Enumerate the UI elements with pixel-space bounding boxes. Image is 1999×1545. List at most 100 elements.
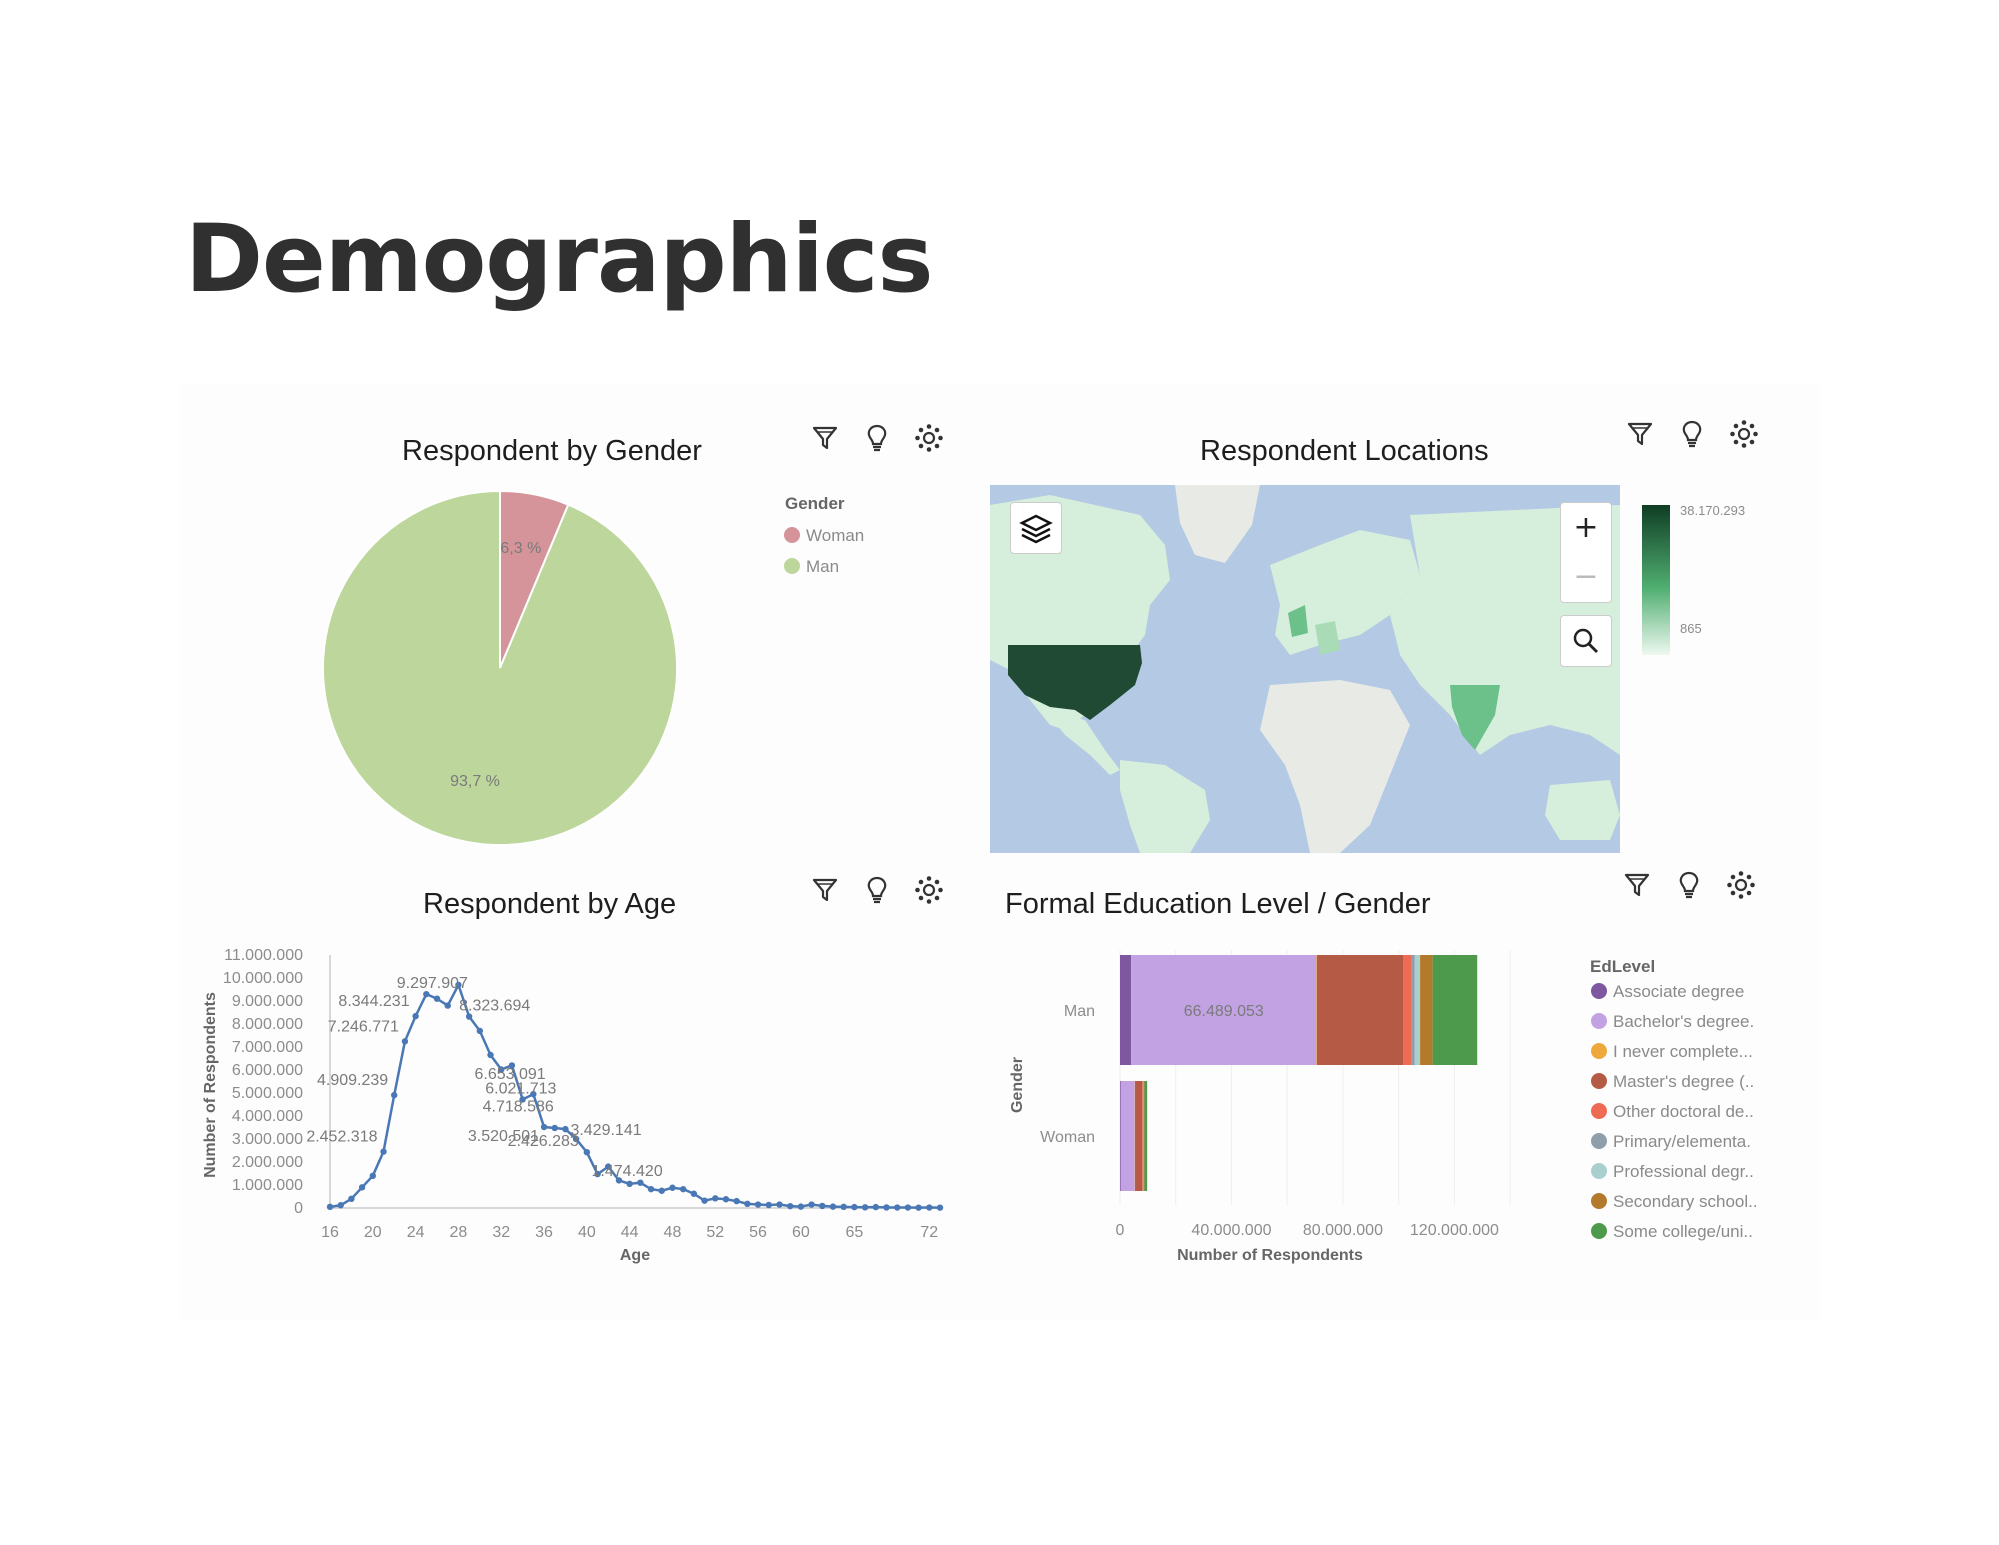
map-search-button[interactable] — [1560, 615, 1612, 667]
lightbulb-icon[interactable] — [1677, 419, 1707, 449]
age-point[interactable] — [508, 1062, 516, 1069]
age-point[interactable] — [551, 1124, 558, 1132]
age-point[interactable] — [433, 995, 441, 1002]
age-point[interactable] — [797, 1203, 805, 1210]
age-data-label: 3.429.141 — [570, 1122, 641, 1139]
filter-icon[interactable] — [810, 423, 840, 453]
education-bar-segment[interactable] — [1143, 1081, 1144, 1191]
map-layers-button[interactable] — [1010, 502, 1062, 554]
age-point[interactable] — [605, 1163, 612, 1170]
age-point[interactable] — [669, 1184, 676, 1191]
age-point[interactable] — [455, 981, 462, 989]
age-point[interactable] — [829, 1203, 837, 1210]
education-bar-segment[interactable] — [1144, 1081, 1148, 1191]
education-bar-segment[interactable] — [1316, 955, 1317, 1065]
age-point[interactable] — [861, 1204, 869, 1211]
settings-icon[interactable] — [1726, 870, 1756, 900]
education-bar-segment[interactable] — [1134, 1081, 1136, 1191]
settings-icon[interactable] — [1729, 419, 1759, 449]
age-point[interactable] — [936, 1204, 944, 1211]
age-point[interactable] — [754, 1201, 762, 1208]
age-point[interactable] — [647, 1185, 655, 1193]
age-point[interactable] — [872, 1203, 879, 1211]
education-bar-segment[interactable] — [1135, 1081, 1143, 1191]
age-point[interactable] — [637, 1179, 644, 1186]
lightbulb-icon[interactable] — [1674, 870, 1704, 900]
age-point[interactable] — [904, 1204, 912, 1211]
age-point[interactable] — [369, 1172, 377, 1179]
age-point[interactable] — [348, 1195, 355, 1202]
age-point[interactable] — [465, 1013, 473, 1020]
age-point[interactable] — [444, 1002, 451, 1009]
settings-icon[interactable] — [914, 875, 944, 905]
education-legend-item: Master's degree (.. — [1613, 1072, 1754, 1091]
world-map[interactable] — [990, 485, 1620, 853]
age-panel-title: Respondent by Age — [423, 888, 677, 920]
education-y-axis-label: Gender — [1009, 1057, 1026, 1113]
settings-icon[interactable] — [914, 423, 944, 453]
age-point[interactable] — [915, 1204, 922, 1211]
education-bar-segment[interactable] — [1120, 1081, 1135, 1191]
age-point[interactable] — [840, 1203, 847, 1211]
filter-icon[interactable] — [810, 875, 840, 905]
zoom-out-button[interactable]: − — [1560, 552, 1612, 603]
age-point[interactable] — [690, 1190, 698, 1197]
age-point[interactable] — [401, 1038, 409, 1045]
age-point[interactable] — [572, 1135, 580, 1143]
education-bar-segment[interactable] — [1120, 955, 1132, 1065]
age-point[interactable] — [423, 990, 430, 998]
education-bar-segment[interactable] — [1120, 1081, 1121, 1191]
age-point[interactable] — [391, 1091, 398, 1099]
lightbulb-icon[interactable] — [862, 423, 892, 453]
education-bar-segment[interactable] — [1420, 955, 1433, 1065]
age-point[interactable] — [380, 1148, 387, 1155]
education-bar-segment[interactable] — [1403, 955, 1412, 1065]
age-point[interactable] — [519, 1096, 526, 1103]
age-point[interactable] — [540, 1123, 548, 1131]
lightbulb-icon[interactable] — [862, 875, 892, 905]
age-data-label: 4.718.586 — [483, 1098, 554, 1115]
age-point[interactable] — [883, 1204, 890, 1211]
age-point[interactable] — [476, 1027, 484, 1035]
education-bar-segment[interactable] — [1131, 955, 1317, 1065]
age-point[interactable] — [412, 1012, 419, 1020]
age-point[interactable] — [701, 1197, 708, 1204]
age-point[interactable] — [583, 1148, 591, 1156]
age-point[interactable] — [733, 1197, 740, 1205]
age-point[interactable] — [819, 1202, 826, 1210]
education-bar-segment[interactable] — [1432, 955, 1478, 1065]
age-point[interactable] — [594, 1170, 601, 1178]
age-point[interactable] — [744, 1200, 751, 1208]
age-point[interactable] — [358, 1184, 366, 1191]
age-point[interactable] — [808, 1201, 815, 1208]
age-point[interactable] — [679, 1185, 687, 1193]
education-bar-segment[interactable] — [1142, 1081, 1143, 1191]
education-bar-segment[interactable] — [1411, 955, 1415, 1065]
age-point[interactable] — [722, 1196, 730, 1203]
age-point[interactable] — [765, 1201, 772, 1209]
age-point[interactable] — [776, 1201, 783, 1208]
age-point[interactable] — [926, 1204, 933, 1211]
age-point[interactable] — [626, 1180, 633, 1188]
filter-icon[interactable] — [1625, 419, 1655, 449]
education-bar-segment[interactable] — [1414, 955, 1421, 1065]
gender-toolbar — [810, 423, 944, 453]
education-bar-segment[interactable] — [1143, 1081, 1145, 1191]
age-point[interactable] — [562, 1125, 569, 1133]
age-point[interactable] — [498, 1066, 505, 1073]
education-bar-segment[interactable] — [1316, 955, 1404, 1065]
age-point[interactable] — [530, 1090, 537, 1098]
zoom-in-button[interactable]: + — [1560, 502, 1612, 554]
age-point[interactable] — [615, 1177, 623, 1184]
age-point[interactable] — [487, 1051, 494, 1059]
filter-icon[interactable] — [1622, 870, 1652, 900]
age-point[interactable] — [337, 1202, 344, 1209]
age-point[interactable] — [786, 1202, 794, 1210]
pie-slice-man[interactable] — [322, 489, 678, 846]
age-point[interactable] — [712, 1195, 719, 1202]
age-point[interactable] — [326, 1203, 334, 1211]
age-point[interactable] — [658, 1187, 665, 1194]
age-point[interactable] — [893, 1204, 901, 1211]
education-bar-segment[interactable] — [1142, 1081, 1144, 1191]
age-point[interactable] — [851, 1203, 858, 1211]
